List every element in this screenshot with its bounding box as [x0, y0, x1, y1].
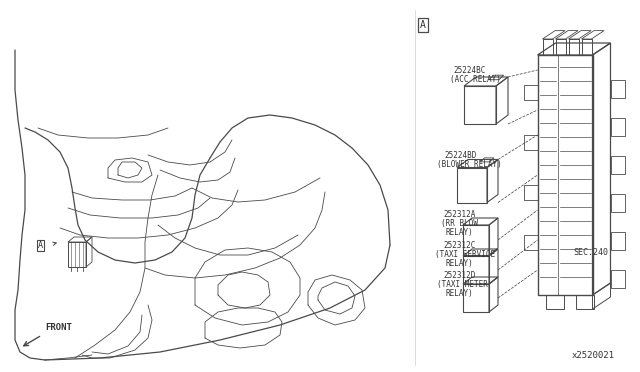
Text: 252312A: 252312A: [443, 210, 476, 219]
Text: (BLOWER RELAY): (BLOWER RELAY): [437, 160, 502, 169]
Text: (ACC RELAY): (ACC RELAY): [450, 75, 501, 84]
Text: 25224BD: 25224BD: [444, 151, 476, 160]
Text: A: A: [38, 241, 43, 250]
Text: (TAXI SERVICE: (TAXI SERVICE: [435, 250, 495, 259]
Text: x2520021: x2520021: [572, 351, 615, 360]
Text: 252312C: 252312C: [443, 241, 476, 250]
Text: 252312D: 252312D: [443, 271, 476, 280]
Text: (RR BLOW: (RR BLOW: [441, 219, 478, 228]
Text: FRONT: FRONT: [45, 323, 72, 332]
Text: RELAY): RELAY): [445, 228, 473, 237]
Text: RELAY): RELAY): [445, 289, 473, 298]
Text: SEC.240: SEC.240: [573, 248, 608, 257]
Text: 25224BC: 25224BC: [453, 66, 485, 75]
Text: RELAY): RELAY): [445, 259, 473, 268]
Text: A: A: [420, 20, 426, 30]
Text: (TAXI METER: (TAXI METER: [437, 280, 488, 289]
